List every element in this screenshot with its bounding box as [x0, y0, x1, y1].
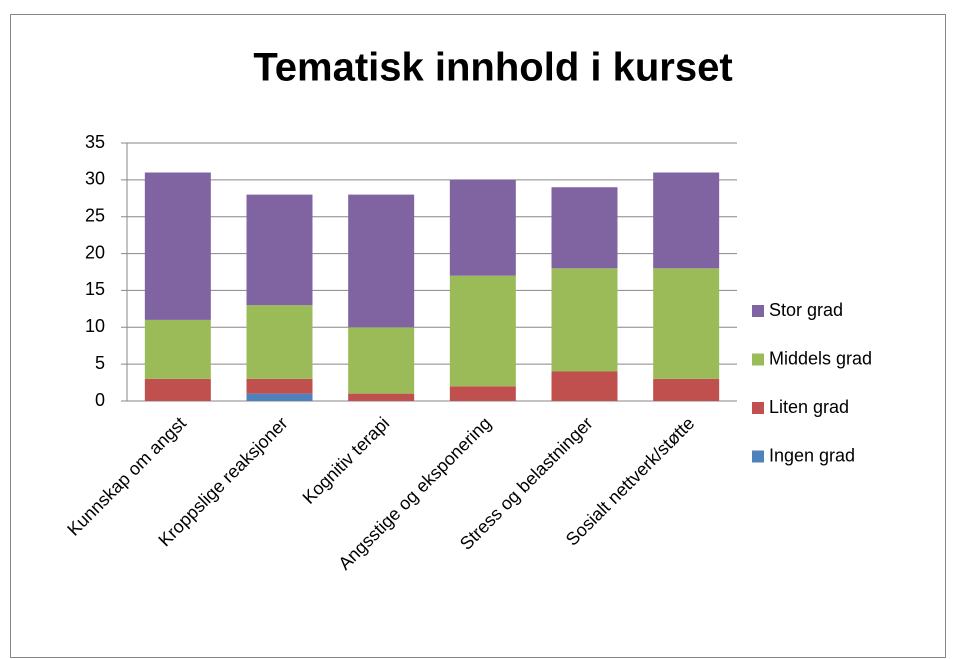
- chart-title: Tematisk innhold i kurset: [253, 46, 732, 90]
- bar-segment: [348, 194, 415, 328]
- legend-label: Stor grad: [769, 300, 843, 320]
- bar-segment: [348, 393, 415, 401]
- bar-segment: [144, 378, 211, 401]
- bar-segment: [653, 268, 720, 379]
- y-tick-label: 35: [85, 132, 105, 152]
- legend-swatch: [752, 353, 764, 366]
- bar-segment: [551, 371, 618, 401]
- legend-swatch: [752, 402, 764, 414]
- bar-segment: [653, 172, 720, 269]
- legend-label: Middels grad: [769, 348, 872, 368]
- bar-segment: [144, 319, 211, 379]
- bar-segment: [246, 378, 313, 394]
- bar-segment: [653, 378, 720, 401]
- bar-segment: [449, 179, 516, 276]
- bar-segment: [246, 393, 313, 401]
- y-tick-label: 10: [85, 316, 105, 336]
- y-tick-label: 25: [85, 205, 105, 225]
- bar-segment: [246, 194, 313, 306]
- y-tick-label: 0: [95, 390, 105, 410]
- bar-segment: [449, 275, 516, 387]
- bar-segment: [551, 268, 618, 372]
- bar-segment: [551, 187, 618, 269]
- bar-segment: [348, 327, 415, 394]
- legend-label: Ingen grad: [769, 445, 855, 465]
- y-tick-label: 20: [85, 242, 105, 262]
- y-tick-label: 15: [85, 279, 105, 299]
- legend-label: Liten grad: [769, 397, 849, 417]
- legend-swatch: [752, 450, 764, 463]
- legend-swatch: [752, 305, 764, 317]
- y-tick-label: 30: [85, 169, 105, 189]
- bar-segment: [449, 386, 516, 401]
- y-tick-label: 5: [95, 353, 105, 373]
- bar-segment: [246, 305, 313, 379]
- bar-segment: [144, 172, 211, 320]
